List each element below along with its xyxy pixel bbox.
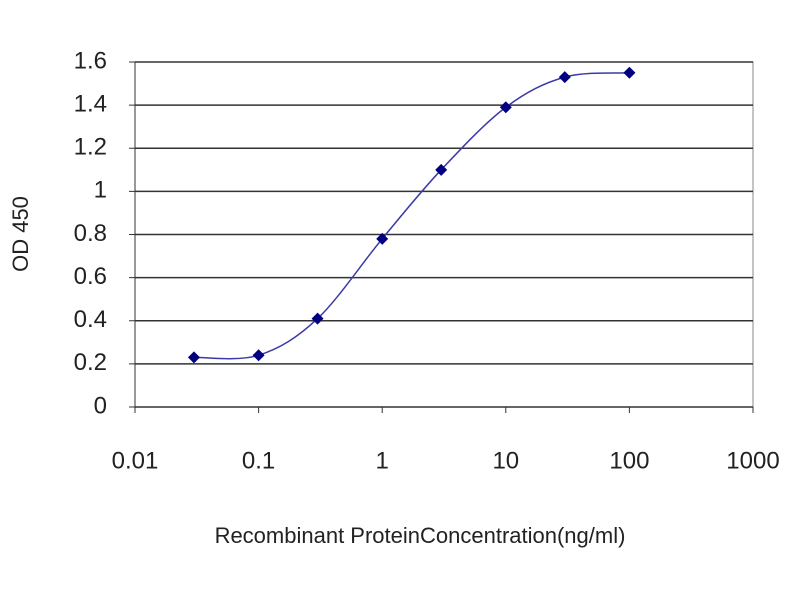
y-tick-label: 0.8 — [74, 220, 107, 247]
data-point — [435, 163, 448, 176]
data-point — [623, 66, 636, 79]
data-point — [376, 232, 389, 245]
x-axis-title: Recombinant ProteinConcentration(ng/ml) — [215, 523, 626, 548]
x-tick-label: 0.01 — [112, 447, 159, 474]
y-tick-label: 0 — [94, 392, 107, 419]
data-point — [187, 351, 200, 364]
y-axis-title: OD 450 — [8, 196, 33, 272]
x-tick-label: 1 — [376, 447, 389, 474]
data-point — [252, 349, 265, 362]
data-point — [311, 312, 324, 325]
y-tick-label: 1.4 — [74, 90, 107, 117]
y-tick-label: 0.4 — [74, 306, 107, 333]
x-tick-label: 1000 — [726, 447, 779, 474]
x-tick-label: 10 — [492, 447, 519, 474]
y-tick-label: 0.2 — [74, 349, 107, 376]
x-tick-label: 0.1 — [242, 447, 275, 474]
y-tick-label: 1 — [94, 177, 107, 204]
data-point — [499, 101, 512, 114]
data-point — [558, 71, 571, 84]
y-tick-label: 1.2 — [74, 134, 107, 161]
y-tick-label: 0.6 — [74, 263, 107, 290]
x-tick-label: 100 — [609, 447, 649, 474]
series-line — [193, 72, 630, 360]
y-tick-label: 1.6 — [74, 47, 107, 74]
